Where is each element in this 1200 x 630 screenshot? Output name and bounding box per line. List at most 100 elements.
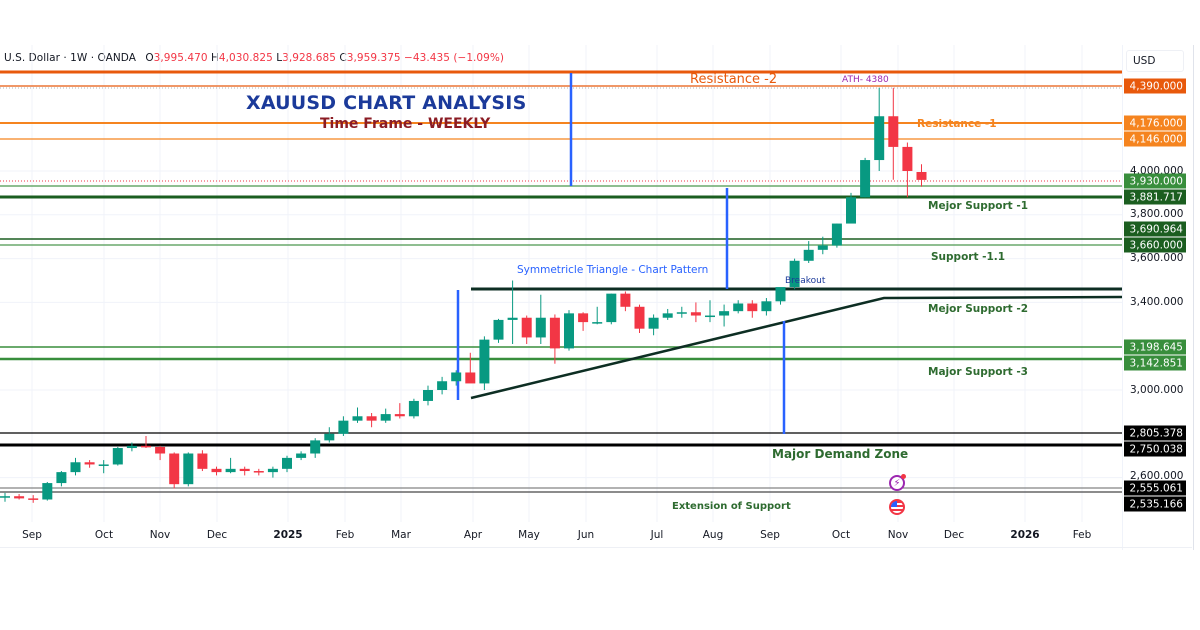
candle-body-up: [705, 315, 715, 318]
currency-label[interactable]: USD: [1126, 50, 1184, 72]
candle-body-up: [423, 390, 433, 401]
candle-body-up: [42, 483, 53, 500]
chart-subtitle: Time Frame - WEEKLY: [320, 116, 491, 132]
candle-body-up: [733, 303, 744, 312]
candle-body-up: [789, 260, 800, 288]
time-label: Sep: [760, 529, 780, 541]
ath-label: ATH- 4380: [842, 75, 889, 85]
price-badge-demand-b: 2,750.038: [1124, 441, 1186, 457]
price-badge-resistance-1b: 4,146.000: [1124, 131, 1186, 147]
price-axis[interactable]: [1122, 45, 1194, 550]
chart-pane[interactable]: [0, 45, 1200, 555]
time-label: Feb: [1072, 529, 1092, 541]
candle-body-down: [211, 468, 222, 473]
candle-body-up: [380, 414, 391, 421]
price-badge-major-support-3b: 3,142.851: [1124, 355, 1186, 371]
candle-body-down: [197, 453, 208, 469]
price-badge-resistance-2: 4,390.000: [1124, 78, 1186, 94]
candle-body-down: [902, 146, 913, 171]
candle-body-up: [493, 319, 504, 340]
candle-body-up: [775, 287, 786, 302]
breakout-label: Breakout: [785, 276, 826, 286]
candle-body-up: [846, 197, 856, 224]
close-value: 3,959.375: [346, 52, 401, 64]
high-value: 4,030.825: [218, 52, 273, 64]
candle-body-up: [352, 416, 363, 421]
candle-body-down: [549, 317, 560, 349]
us-flag-event-icon[interactable]: [889, 499, 905, 515]
candle-body-down: [916, 171, 927, 180]
support-1-1-label: Support -1.1: [931, 251, 1006, 263]
time-label: Aug: [702, 529, 724, 541]
price-tick: 3,000.000: [1130, 384, 1184, 396]
time-label: Feb: [335, 529, 355, 541]
time-label: Jun: [577, 529, 595, 541]
resistance-1-label: Resistance -1: [917, 118, 997, 130]
candle-body-up: [479, 339, 490, 384]
change-value: −43.435 (−1.09%): [404, 52, 505, 64]
price-badge-support-a: 3,930.000: [1124, 173, 1186, 189]
candle-body-down: [28, 498, 39, 500]
candle-body-down: [578, 313, 589, 323]
candle-body-up: [282, 457, 292, 469]
candle-body-down: [394, 414, 405, 417]
price-tick: 3,400.000: [1130, 296, 1184, 308]
candle-body-up: [803, 249, 814, 261]
candle-body-up: [592, 322, 603, 324]
symbol-header: U.S. Dollar · 1W · OANDA O3,995.470 H4,0…: [4, 52, 504, 64]
low-value: 3,928.685: [282, 52, 336, 64]
candle-body-down: [14, 496, 25, 499]
candle-body-down: [465, 372, 476, 384]
symbol-name: U.S. Dollar · 1W · OANDA: [4, 52, 136, 64]
candle-body-up: [267, 468, 278, 473]
extension-support-label: Extension of Support: [672, 501, 791, 512]
time-label: Oct: [94, 529, 114, 541]
candle-body-down: [521, 317, 532, 338]
time-label: Nov: [149, 529, 171, 541]
high-label: H: [210, 52, 219, 64]
triangle-bottom-line: [470, 295, 1123, 400]
candle-body-up: [860, 160, 871, 198]
time-label: Nov: [887, 529, 909, 541]
candle-body-up: [648, 317, 659, 329]
time-label-year: 2025: [273, 529, 303, 541]
triangle-pattern-label: Symmetricle Triangle - Chart Pattern: [517, 264, 709, 276]
candle-body-up: [112, 448, 123, 465]
price-badge-support-1-1b: 3,660.000: [1124, 237, 1186, 253]
candle-body-down: [253, 471, 264, 473]
time-label: Oct: [831, 529, 851, 541]
price-badge-major-support-3a: 3,198.645: [1124, 339, 1186, 355]
price-badge-resistance-1a: 4,176.000: [1124, 115, 1186, 131]
demand-zone-label: Major Demand Zone: [772, 447, 909, 461]
candle-body-up: [126, 445, 137, 449]
candle-body-down: [141, 445, 151, 448]
lightning-event-icon[interactable]: ⚡: [889, 474, 906, 491]
candle-body-up: [874, 116, 885, 161]
candle-body-up: [564, 313, 574, 349]
candle-body-down: [155, 446, 166, 454]
price-tick: 3,600.000: [1130, 252, 1184, 264]
close-label: C: [339, 52, 347, 64]
candle-body-down: [747, 303, 758, 312]
candle-body-up: [507, 317, 518, 320]
candle-body-up: [56, 472, 67, 484]
open-label: O: [145, 52, 154, 64]
price-badge-demand-a: 2,805.378: [1124, 425, 1186, 441]
candle-body-down: [620, 293, 631, 307]
candle-body-down: [690, 312, 701, 316]
time-label: Apr: [463, 529, 483, 541]
candlestick-chart[interactable]: [0, 45, 1200, 555]
candle-body-up: [296, 453, 307, 458]
time-label: Sep: [22, 529, 42, 541]
time-label: Dec: [943, 529, 965, 541]
candle-body-up: [676, 312, 687, 314]
candle-body-up: [408, 400, 419, 417]
candle-body-down: [84, 462, 95, 465]
candle-body-up: [0, 496, 10, 498]
low-label: L: [276, 52, 283, 64]
time-axis[interactable]: Sep Oct Nov Dec 2025 Feb Mar Apr May Jun…: [0, 525, 1192, 548]
candle-body-down: [169, 453, 180, 485]
candle-body-down: [888, 116, 899, 147]
candle-body-down: [239, 468, 250, 472]
candle-body-up: [338, 420, 349, 434]
